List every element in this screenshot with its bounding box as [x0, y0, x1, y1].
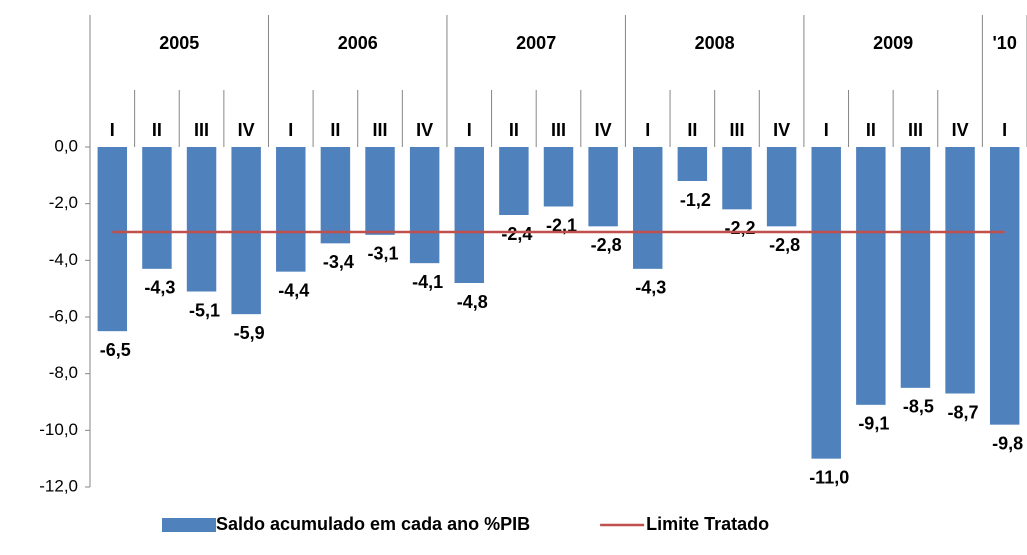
y-tick-label: -8,0: [49, 363, 78, 382]
data-label: -8,5: [903, 397, 934, 417]
bar: [811, 147, 841, 459]
bar: [633, 147, 663, 269]
bar: [142, 147, 172, 269]
bar: [677, 147, 708, 181]
group-label: 2009: [873, 33, 913, 53]
x-tick-label: III: [194, 120, 209, 140]
x-tick-label: IV: [773, 120, 790, 140]
x-tick-label: II: [330, 120, 340, 140]
bar: [543, 147, 574, 207]
x-tick-label: I: [1002, 120, 1007, 140]
bar: [97, 147, 128, 332]
bar: [900, 147, 931, 388]
x-tick-label: III: [729, 120, 744, 140]
x-tick-label: IV: [238, 120, 255, 140]
x-tick-label: III: [908, 120, 923, 140]
data-label: -5,9: [234, 323, 265, 343]
bar: [588, 147, 618, 227]
bar: [186, 147, 217, 292]
bar: [499, 147, 529, 215]
x-tick-label: III: [373, 120, 388, 140]
bar: [276, 147, 306, 272]
y-tick-label: -12,0: [39, 476, 78, 495]
bar: [365, 147, 395, 235]
data-label: -4,1: [412, 272, 443, 292]
data-label: -6,5: [100, 340, 131, 360]
legend-label: Saldo acumulado em cada ano %PIB: [216, 514, 530, 534]
x-tick-label: I: [288, 120, 293, 140]
x-tick-label: IV: [595, 120, 612, 140]
x-tick-label: IV: [416, 120, 433, 140]
bar: [856, 147, 886, 405]
bar: [320, 147, 351, 244]
data-label: -2,1: [546, 215, 577, 235]
data-label: -3,1: [368, 244, 399, 264]
data-label: -4,4: [278, 280, 309, 300]
legend-label: Limite Tratado: [646, 514, 769, 534]
data-label: -4,8: [457, 292, 488, 312]
bar: [945, 147, 975, 394]
bar: [722, 147, 752, 210]
data-label: -4,3: [635, 278, 666, 298]
x-tick-label: II: [152, 120, 162, 140]
group-label: '10: [993, 33, 1017, 53]
bar: [231, 147, 261, 315]
x-tick-label: II: [866, 120, 876, 140]
data-label: -11,0: [809, 467, 849, 487]
data-label: -8,7: [948, 402, 979, 422]
x-tick-label: I: [467, 120, 472, 140]
x-tick-label: I: [110, 120, 115, 140]
x-tick-label: IV: [952, 120, 969, 140]
bar: [409, 147, 440, 264]
group-label: 2007: [516, 33, 556, 53]
data-label: -3,4: [323, 252, 354, 272]
bar: [989, 147, 1020, 425]
x-tick-label: I: [645, 120, 650, 140]
data-label: -5,1: [189, 300, 220, 320]
x-tick-label: II: [687, 120, 697, 140]
bar: [766, 147, 797, 227]
data-label: -2,4: [501, 224, 532, 244]
data-label: -9,1: [858, 414, 889, 434]
x-tick-label: II: [509, 120, 519, 140]
group-label: 2005: [159, 33, 199, 53]
data-label: -2,8: [769, 235, 800, 255]
group-label: 2008: [695, 33, 735, 53]
data-label: -2,2: [724, 218, 755, 238]
bar: [454, 147, 484, 283]
y-tick-label: -4,0: [49, 250, 78, 269]
y-tick-label: -6,0: [49, 306, 78, 325]
y-tick-label: -10,0: [39, 420, 78, 439]
data-label: -1,2: [680, 190, 711, 210]
group-label: 2006: [338, 33, 378, 53]
data-label: -2,8: [591, 235, 622, 255]
data-label: -9,8: [992, 433, 1023, 453]
y-tick-label: 0,0: [54, 136, 78, 155]
x-tick-label: I: [824, 120, 829, 140]
x-tick-label: III: [551, 120, 566, 140]
y-tick-label: -2,0: [49, 193, 78, 212]
data-label: -4,3: [144, 278, 175, 298]
legend-swatch: [162, 518, 216, 532]
